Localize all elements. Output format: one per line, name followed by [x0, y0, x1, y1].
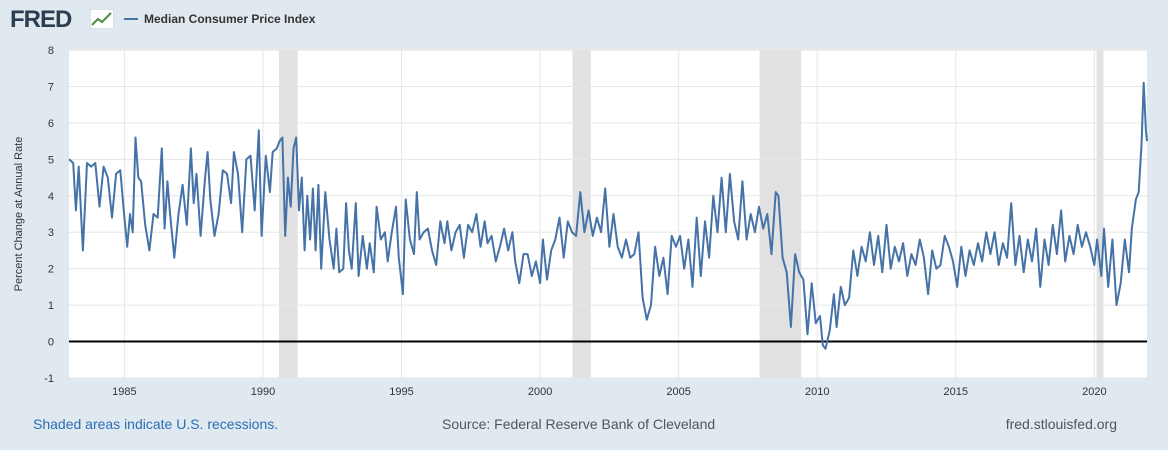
x-tick-label: 2000 — [528, 386, 552, 398]
legend: Median Consumer Price Index — [124, 12, 315, 26]
series-line — [68, 81, 1148, 350]
x-tick-label: 1995 — [389, 386, 413, 398]
chart: -1 0 1 2 3 4 5 6 7 8 1985 1990 1995 2000 2005 2010 2015… — [13, 45, 1148, 398]
y-tick-label: 1 — [48, 300, 54, 312]
fred-logo[interactable]: FRED — [10, 6, 72, 33]
y-tick-label: 3 — [48, 227, 54, 239]
y-axis-ticks: -1 0 1 2 3 4 5 6 7 8 — [44, 45, 54, 385]
y-tick-label: 8 — [48, 45, 54, 57]
header: FRED Median Consumer Price Index — [0, 0, 1168, 40]
x-tick-label: 2010 — [805, 386, 829, 398]
legend-swatch — [124, 18, 138, 20]
chart-trend-icon — [90, 9, 114, 29]
legend-label: Median Consumer Price Index — [144, 12, 316, 26]
y-axis-label: Percent Change at Annual Rate — [13, 137, 25, 292]
y-tick-label: 0 — [48, 337, 54, 349]
x-tick-label: 1990 — [251, 386, 275, 398]
y-tick-label: 2 — [48, 264, 54, 276]
x-tick-label: 2015 — [944, 386, 968, 398]
footer: Shaded areas indicate U.S. recessions. S… — [0, 416, 1168, 436]
site-link[interactable]: fred.stlouisfed.org — [1005, 416, 1117, 432]
y-tick-label: 5 — [48, 154, 54, 166]
x-tick-label: 2005 — [666, 386, 690, 398]
y-tick-label: 4 — [48, 191, 54, 203]
source-text: Source: Federal Reserve Bank of Clevelan… — [442, 416, 716, 432]
recession-band-0 — [279, 50, 298, 378]
y-tick-label: -1 — [44, 373, 54, 385]
recession-band-3 — [1096, 50, 1104, 378]
recession-note-link[interactable]: Shaded areas indicate U.S. recessions. — [33, 416, 279, 432]
x-tick-label: 1985 — [112, 386, 136, 398]
y-tick-label: 7 — [48, 81, 54, 93]
x-tick-label: 2020 — [1082, 386, 1106, 398]
x-axis-ticks: 1985 1990 1995 2000 2005 2010 2015 2020 — [112, 386, 1106, 398]
y-tick-label: 6 — [48, 118, 54, 130]
